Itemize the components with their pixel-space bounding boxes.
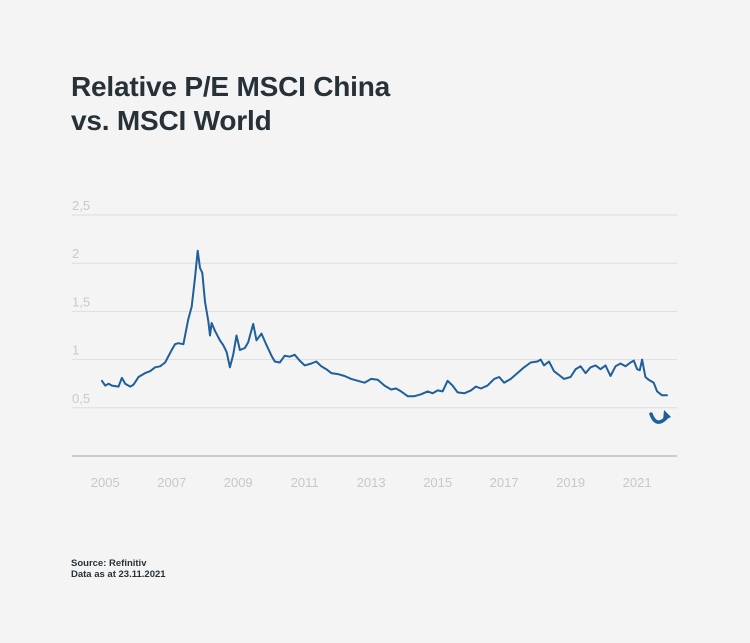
y-tick-label: 1 bbox=[72, 343, 79, 358]
source-note: Source: Refinitiv Data as at 23.11.2021 bbox=[71, 558, 166, 580]
x-tick-label: 2019 bbox=[556, 475, 585, 490]
chart-title: Relative P/E MSCI China vs. MSCI World bbox=[71, 70, 390, 138]
y-tick-label: 1,5 bbox=[72, 294, 90, 309]
chart-title-line-2: vs. MSCI World bbox=[71, 105, 272, 136]
source-line: Source: Refinitiv bbox=[71, 558, 147, 569]
y-tick-label: 2 bbox=[72, 246, 79, 261]
x-tick-label: 2011 bbox=[291, 475, 319, 490]
series-line bbox=[100, 249, 668, 398]
x-tick-label: 2017 bbox=[490, 475, 519, 490]
x-tick-label: 2015 bbox=[423, 475, 452, 490]
chart-title-line-1: Relative P/E MSCI China bbox=[71, 71, 391, 102]
y-axis-labels: 0,5 1 1,5 2 2,5 bbox=[72, 198, 90, 406]
date-line: Data as at 23.11.2021 bbox=[71, 569, 166, 580]
y-tick-label: 0,5 bbox=[72, 391, 90, 406]
grid-lines bbox=[72, 214, 677, 409]
x-tick-label: 2021 bbox=[623, 475, 652, 490]
curved-arrow-up-icon bbox=[649, 410, 671, 424]
x-axis-labels: 2005 2007 2009 2011 2013 2015 2017 2019 2021 bbox=[91, 475, 652, 490]
y-tick-label: 2,5 bbox=[72, 198, 90, 213]
x-tick-label: 2005 bbox=[91, 475, 120, 490]
x-tick-label: 2009 bbox=[224, 475, 253, 490]
x-tick-label: 2013 bbox=[357, 475, 386, 490]
x-tick-label: 2007 bbox=[157, 475, 186, 490]
